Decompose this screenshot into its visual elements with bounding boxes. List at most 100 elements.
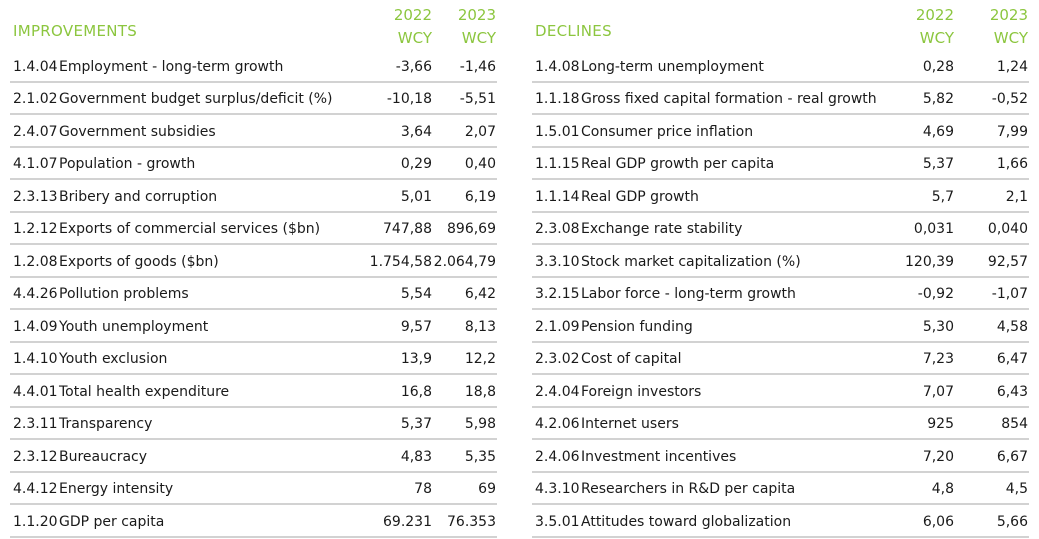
declines-title: DECLINES — [535, 22, 612, 40]
col-2023-header: 2023 WCY — [990, 4, 1028, 50]
indicator-code: 4.3.10 — [535, 481, 580, 497]
value-2023: 6,43 — [996, 383, 1028, 400]
value-2023: 92,57 — [987, 253, 1028, 270]
indicator-name: Real GDP growth — [581, 188, 699, 205]
indicator-code: 2.4.07 — [13, 123, 58, 140]
col-2022-header: 2022 WCY — [916, 4, 954, 50]
improvements-title: IMPROVEMENTS — [13, 22, 138, 40]
table-row: 1.1.20 GDP per capita 69.231 76.353 — [10, 505, 497, 538]
value-2023: 4,58 — [996, 318, 1028, 335]
col-2022-header: 2022 WCY — [394, 4, 432, 50]
col-2023-header: 2023 WCY — [458, 4, 496, 50]
value-2023: 12,2 — [464, 351, 496, 367]
indicator-name: Researchers in R&D per capita — [581, 481, 796, 497]
value-2023: -5,51 — [459, 91, 496, 107]
value-2022: 7,23 — [922, 351, 954, 367]
table-row: 2.3.12 Bureaucracy 4,83 5,35 — [10, 440, 497, 473]
value-2023: 0,40 — [464, 156, 496, 172]
value-2022: 120,39 — [905, 253, 954, 270]
value-2022: 6,06 — [922, 513, 954, 530]
value-2023: 7,99 — [996, 123, 1028, 140]
declines-rows: 1.4.08 Long-term unemployment 0,28 1,24 1.1.… — [532, 50, 1029, 538]
value-2022: 69.231 — [383, 513, 432, 530]
value-2022: 13,9 — [400, 351, 432, 367]
value-2023: 8,13 — [464, 318, 496, 335]
indicator-code: 4.4.01 — [13, 383, 58, 400]
table-row: 4.4.01 Total health expenditure 16,8 18,8 — [10, 375, 497, 408]
value-2022: 4,8 — [931, 481, 954, 497]
indicator-name: Transparency — [59, 416, 153, 432]
indicator-name: Stock market capitalization (%) — [581, 253, 801, 270]
table-row: 2.3.08 Exchange rate stability 0,031 0,040 — [532, 213, 1029, 245]
indicator-name: Pollution problems — [59, 286, 189, 302]
value-2022: 5,82 — [922, 91, 954, 107]
value-2022: 5,30 — [922, 318, 954, 335]
indicator-name: Total health expenditure — [59, 383, 230, 400]
indicator-name: Foreign investors — [581, 383, 702, 400]
indicator-name: Population - growth — [59, 156, 196, 172]
table-row: 3.5.01 Attitudes toward globalization 6,06… — [532, 505, 1029, 538]
indicator-name: Exchange rate stability — [581, 221, 743, 237]
indicator-code: 4.2.06 — [535, 416, 580, 432]
value-2022: 5,54 — [400, 286, 432, 302]
indicator-code: 3.5.01 — [535, 513, 580, 530]
indicator-name: Investment incentives — [581, 448, 737, 465]
col-unit: WCY — [919, 29, 954, 47]
table-row: 3.2.15 Labor force - long-term growth -0,9… — [532, 278, 1029, 310]
indicator-name: Government subsidies — [59, 123, 216, 140]
col-unit: WCY — [461, 29, 496, 47]
value-2022: 7,20 — [922, 448, 954, 465]
improvements-header: IMPROVEMENTS 2022 WCY 2023 WCY — [10, 0, 497, 50]
value-2022: 0,29 — [400, 156, 432, 172]
value-2022: 16,8 — [400, 383, 432, 400]
indicator-code: 3.3.10 — [535, 253, 580, 270]
indicator-name: Consumer price inflation — [581, 123, 754, 140]
value-2022: 5,37 — [922, 156, 954, 172]
value-2023: 76.353 — [447, 513, 496, 530]
indicator-code: 1.4.09 — [13, 318, 58, 335]
indicator-name: Energy intensity — [59, 481, 174, 497]
table-row: 1.1.14 Real GDP growth 5,7 2,1 — [532, 180, 1029, 213]
indicator-name: Cost of capital — [581, 351, 682, 367]
indicator-code: 2.4.06 — [535, 448, 580, 465]
indicator-code: 1.4.04 — [13, 58, 58, 75]
declines-panel: DECLINES 2022 WCY 2023 WCY 1.4.08 Long-te… — [532, 0, 1029, 538]
col-year: 2023 — [989, 6, 1028, 24]
improvements-panel: IMPROVEMENTS 2022 WCY 2023 WCY 1.4.04 Emp… — [10, 0, 497, 538]
indicator-code: 4.4.12 — [13, 481, 58, 497]
table-row: 2.4.06 Investment incentives 7,20 6,67 — [532, 440, 1029, 473]
indicator-name: Bureaucracy — [59, 448, 148, 465]
table-row: 2.1.09 Pension funding 5,30 4,58 — [532, 310, 1029, 343]
table-row: 2.4.04 Foreign investors 7,07 6,43 — [532, 375, 1029, 408]
indicator-name: Government budget surplus/deficit (%) — [59, 91, 333, 107]
table-row: 1.4.10 Youth exclusion 13,9 12,2 — [10, 343, 497, 375]
value-2023: 2,1 — [1005, 188, 1028, 205]
value-2023: 6,42 — [464, 286, 496, 302]
table-row: 2.4.07 Government subsidies 3,64 2,07 — [10, 115, 497, 148]
table-row: 2.3.02 Cost of capital 7,23 6,47 — [532, 343, 1029, 375]
table-row: 4.4.12 Energy intensity 78 69 — [10, 473, 497, 505]
value-2023: 4,5 — [1005, 481, 1028, 497]
indicator-code: 1.4.08 — [535, 58, 580, 75]
table-row: 2.3.13 Bribery and corruption 5,01 6,19 — [10, 180, 497, 213]
indicator-name: Youth unemployment — [59, 318, 209, 335]
indicator-name: Exports of goods ($bn) — [59, 253, 219, 270]
indicator-name: Gross fixed capital formation - real gro… — [581, 91, 877, 107]
value-2023: 854 — [1001, 416, 1028, 432]
indicator-name: Youth exclusion — [59, 351, 168, 367]
value-2022: 925 — [927, 416, 954, 432]
indicator-name: Bribery and corruption — [59, 188, 218, 205]
col-unit: WCY — [397, 29, 432, 47]
indicator-code: 1.1.20 — [13, 513, 58, 530]
indicator-name: GDP per capita — [59, 513, 165, 530]
indicator-code: 4.4.26 — [13, 286, 58, 302]
value-2023: 2.064,79 — [433, 253, 496, 270]
value-2023: 1,66 — [996, 156, 1028, 172]
indicator-code: 1.5.01 — [535, 123, 580, 140]
value-2022: 0,28 — [922, 58, 954, 75]
indicator-code: 2.3.02 — [535, 351, 580, 367]
value-2023: 2,07 — [464, 123, 496, 140]
value-2023: -1,46 — [459, 58, 496, 75]
value-2022: -0,92 — [917, 286, 954, 302]
table-row: 2.1.02 Government budget surplus/deficit … — [10, 83, 497, 115]
